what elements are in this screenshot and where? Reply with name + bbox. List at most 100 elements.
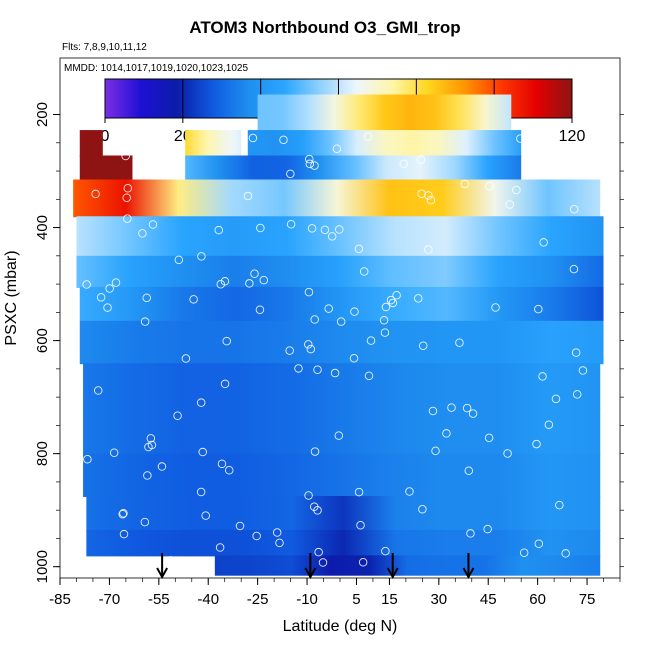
sample-point (215, 543, 225, 552)
sample-point (119, 529, 129, 539)
sample-point (578, 366, 588, 375)
sample-point (539, 238, 548, 247)
sample-point (544, 420, 554, 429)
sample-point (105, 284, 114, 293)
x-tick-label: -10 (296, 591, 318, 608)
sample-point (388, 298, 398, 308)
sample-point (235, 521, 245, 531)
chart-title: ATOM3 Northbound O3_GMI_trop (189, 18, 461, 37)
sample-point (418, 504, 427, 514)
sample-point (140, 517, 150, 527)
x-tick-label: 5 (352, 591, 360, 608)
sample-point (173, 411, 182, 420)
heat-band (79, 286, 604, 322)
heatmap-area (73, 94, 604, 576)
heat-band (214, 555, 601, 576)
sample-point (123, 214, 132, 223)
sample-point (561, 549, 570, 558)
sample-point (119, 509, 128, 518)
sample-point (332, 144, 342, 154)
sample-point (399, 159, 408, 169)
y-axis-label: PSXC (mbar) (3, 250, 20, 345)
sample-point (491, 303, 500, 312)
sample-point (286, 169, 295, 179)
sample-point (359, 267, 369, 276)
sample-point (534, 539, 544, 549)
sample-point (310, 447, 320, 456)
sample-point (142, 293, 151, 303)
heat-band (247, 130, 522, 157)
sample-point (96, 293, 106, 302)
sample-point (121, 151, 130, 161)
sample-point (462, 403, 472, 413)
sample-point (310, 315, 319, 324)
sample-point (505, 200, 514, 209)
sample-point (358, 558, 368, 567)
sample-point (304, 491, 313, 500)
sample-point (405, 487, 414, 496)
profile-arrow-head (386, 567, 399, 580)
sample-point (198, 447, 207, 457)
sample-points (82, 132, 588, 567)
sample-point (217, 459, 227, 469)
sample-point (109, 448, 119, 458)
sample-point (426, 195, 436, 205)
sample-point (484, 433, 494, 443)
x-axis-label: Latitude (deg N) (283, 618, 398, 635)
sample-point (196, 398, 206, 407)
sample-point (512, 185, 521, 195)
sample-point (541, 167, 550, 177)
x-tick-label: -55 (148, 591, 170, 608)
sample-point (189, 295, 198, 304)
sample-point (122, 193, 132, 202)
colorbar-tick-label: 120 (559, 128, 586, 145)
sample-point (572, 390, 582, 399)
sample-point (532, 439, 541, 449)
sample-point (335, 225, 344, 234)
flights-subtitle: Flts: 7,8,9,10,11,12 (62, 42, 147, 53)
sample-point (220, 277, 230, 286)
sample-point (519, 548, 529, 557)
sample-point (455, 338, 464, 348)
sample-point (381, 302, 391, 312)
sample-point (111, 278, 121, 287)
heat-band (86, 496, 601, 531)
sample-point (354, 244, 364, 254)
axes: -85 -70 -55 -40 -25 -10 5 15 30 45 60 75 200 400 600 80… (34, 102, 624, 608)
sample-point (320, 225, 330, 235)
sample-point (424, 191, 433, 200)
dates-subtitle: MMDD: 1014,1017,1019,1020,1023,1025 (64, 63, 248, 74)
sample-point (364, 371, 374, 381)
sample-point (140, 317, 150, 326)
sample-point (503, 449, 512, 458)
sample-point (245, 279, 254, 288)
sample-point (442, 429, 451, 438)
x-tick-label: 30 (430, 591, 447, 608)
sample-point (248, 133, 258, 143)
sample-point (174, 255, 184, 265)
sample-point (124, 558, 134, 567)
sample-point (485, 181, 494, 191)
sample-point (416, 155, 426, 164)
x-tick-label: 15 (381, 591, 398, 608)
sample-point (314, 547, 323, 557)
sample-point (275, 538, 284, 548)
heat-band (79, 320, 604, 365)
sample-point (255, 305, 265, 314)
sample-point (354, 487, 364, 497)
y-tick-label: 1000 (34, 550, 51, 583)
sample-point (460, 179, 470, 189)
sample-point (380, 328, 390, 337)
sample-point (222, 336, 231, 346)
profile-arrow-head (462, 567, 475, 580)
sample-point (392, 290, 401, 300)
sample-point (305, 154, 314, 164)
sample-point (336, 317, 346, 326)
sample-point (143, 471, 152, 480)
sample-point (424, 245, 433, 254)
sample-point (305, 159, 315, 169)
sample-point (148, 220, 158, 229)
sample-point (419, 341, 428, 350)
sample-point (386, 295, 396, 305)
sample-point (146, 434, 156, 443)
